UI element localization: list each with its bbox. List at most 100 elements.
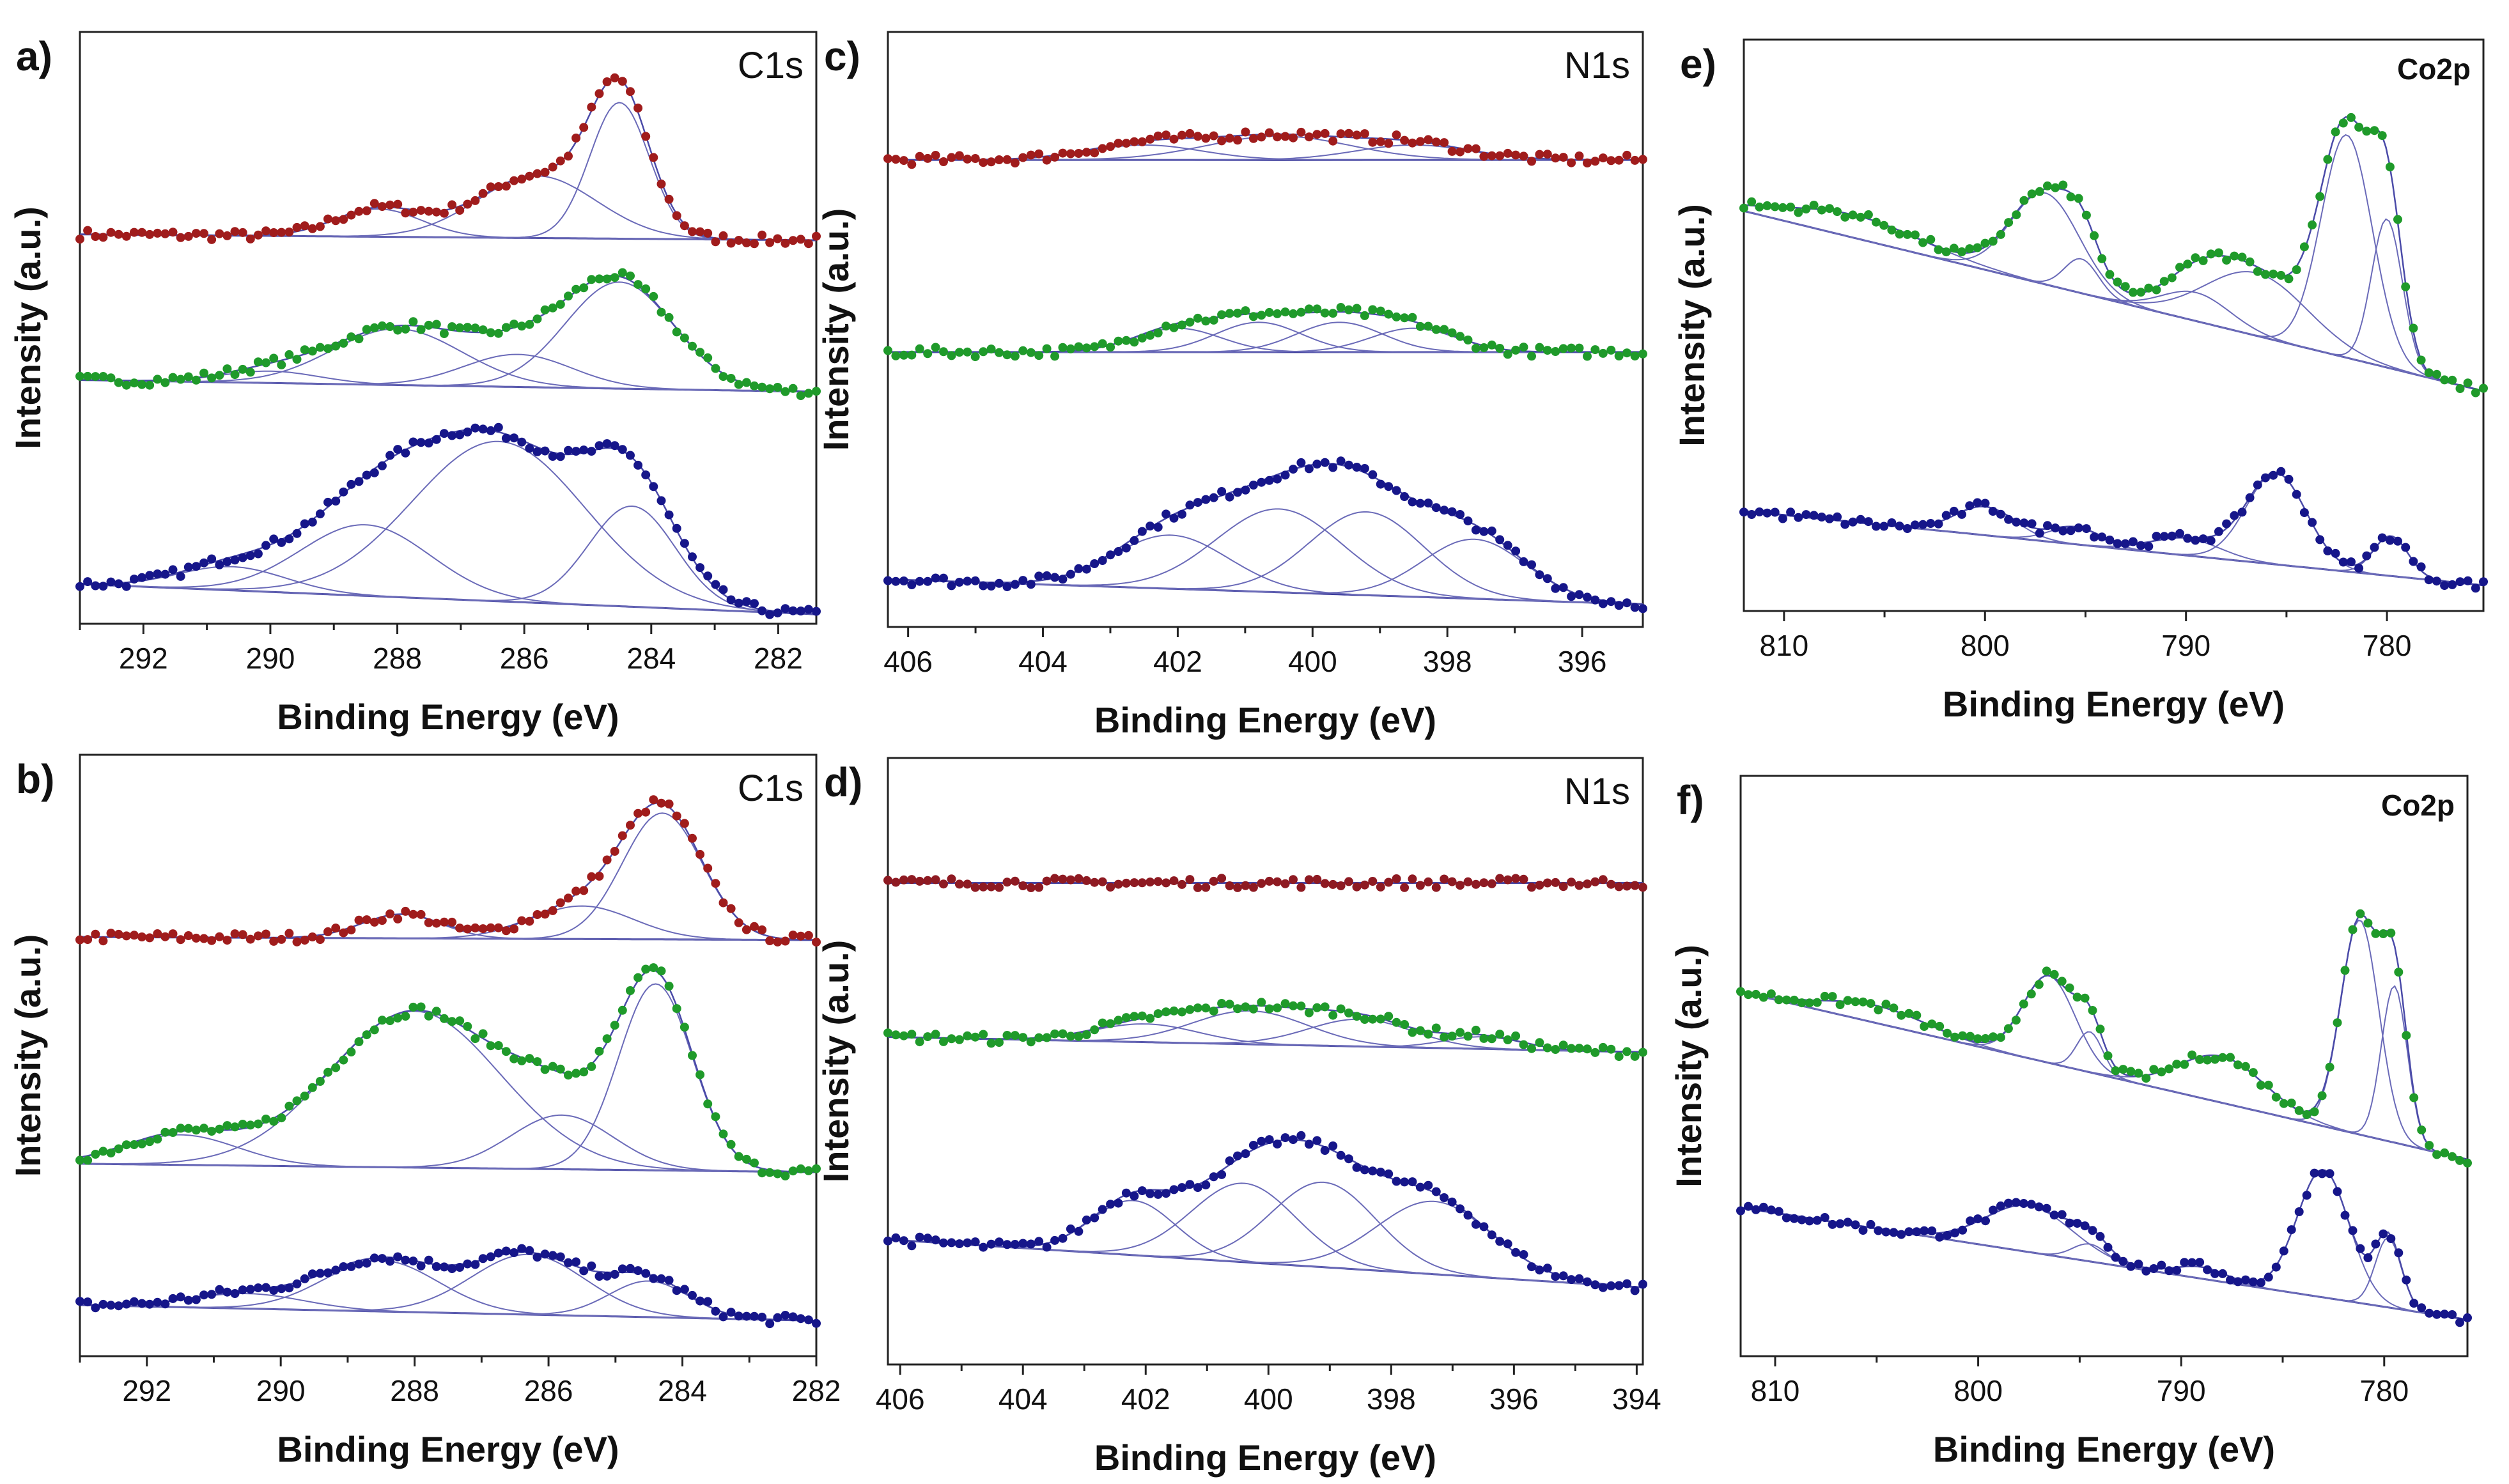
- data-point: [493, 422, 503, 432]
- data-point: [804, 1315, 813, 1325]
- data-point: [2317, 1169, 2327, 1179]
- data-point: [883, 346, 892, 355]
- data-point: [1344, 128, 1353, 138]
- data-point: [2248, 1068, 2258, 1078]
- x-tick-label: 406: [883, 645, 933, 678]
- data-point: [1805, 1216, 1814, 1226]
- data-point: [672, 211, 681, 220]
- data-point: [2183, 534, 2193, 543]
- data-point: [1943, 1231, 1952, 1240]
- data-point: [1774, 995, 1783, 1005]
- fit-component-curve: [1743, 210, 2484, 392]
- data-point: [688, 1051, 697, 1060]
- data-point: [284, 228, 294, 236]
- plot-frame: [1739, 775, 2469, 1357]
- data-point: [571, 134, 581, 143]
- data-point: [626, 87, 635, 97]
- data-point: [587, 447, 596, 456]
- data-point: [1066, 569, 1075, 579]
- data-point: [478, 924, 488, 934]
- data-point: [2284, 274, 2294, 284]
- data-point: [742, 925, 751, 934]
- data-point: [137, 1299, 146, 1308]
- data-point: [277, 228, 286, 237]
- data-point: [2191, 253, 2200, 263]
- x-tick-label: 286: [500, 642, 549, 675]
- data-point: [1248, 481, 1258, 490]
- data-point: [1567, 158, 1576, 167]
- spectrum-1: [1739, 467, 2488, 593]
- data-point: [2432, 369, 2441, 379]
- data-point: [137, 1139, 146, 1148]
- data-point: [979, 1030, 988, 1039]
- data-point: [2432, 576, 2441, 586]
- data-point: [2074, 523, 2083, 532]
- data-point: [664, 194, 674, 204]
- data-point: [1630, 881, 1640, 890]
- data-point: [1471, 879, 1480, 889]
- data-point: [215, 932, 224, 941]
- data-point: [439, 1262, 449, 1272]
- data-point: [1130, 1012, 1139, 1021]
- data-point: [176, 375, 185, 384]
- element-label: C1s: [738, 45, 804, 86]
- data-point: [947, 874, 956, 884]
- data-point: [618, 77, 627, 86]
- data-point: [2218, 1053, 2227, 1062]
- data-point: [137, 932, 146, 941]
- data-point: [269, 1286, 279, 1295]
- data-point: [688, 833, 697, 843]
- data-point: [649, 1274, 658, 1283]
- data-point: [2440, 581, 2450, 591]
- data-point: [1973, 243, 1982, 252]
- data-point: [1296, 1131, 1306, 1140]
- data-point: [91, 1303, 100, 1313]
- data-point: [915, 344, 924, 353]
- data-point: [1590, 877, 1600, 886]
- data-point: [2333, 1187, 2342, 1196]
- data-point: [300, 936, 309, 945]
- data-point: [1809, 511, 1819, 520]
- data-point: [501, 1047, 511, 1056]
- x-tick-label: 292: [122, 1374, 171, 1407]
- data-point: [899, 350, 908, 360]
- data-point: [1201, 1180, 1211, 1190]
- data-point: [610, 441, 619, 451]
- data-point: [907, 1241, 917, 1251]
- data-point: [1360, 311, 1369, 320]
- data-point: [323, 214, 332, 224]
- data-point: [1574, 590, 1584, 599]
- data-point: [883, 1028, 892, 1038]
- data-point: [1479, 878, 1489, 888]
- data-point: [424, 438, 433, 448]
- data-point: [2203, 1265, 2212, 1274]
- data-point: [1225, 1156, 1234, 1166]
- data-point: [1257, 132, 1266, 142]
- data-point: [176, 233, 185, 242]
- data-point: [1519, 343, 1528, 352]
- data-point: [2276, 270, 2286, 280]
- data-point: [633, 1266, 643, 1276]
- data-point: [1744, 1202, 1753, 1211]
- data-point: [641, 132, 651, 141]
- plot-frame: [79, 754, 818, 1357]
- data-point: [230, 555, 240, 565]
- x-tick-label: 800: [1961, 629, 2010, 662]
- data-point: [757, 382, 767, 392]
- data-point: [75, 371, 84, 381]
- data-point: [1487, 340, 1496, 350]
- data-point: [781, 238, 790, 248]
- data-point: [1177, 509, 1186, 519]
- data-point: [183, 1124, 193, 1133]
- data-point: [1352, 1163, 1362, 1172]
- data-point: [509, 433, 519, 443]
- data-point: [1817, 205, 1826, 215]
- data-point: [315, 222, 325, 231]
- data-point: [2222, 256, 2232, 265]
- data-point: [207, 235, 217, 244]
- data-point: [222, 1121, 232, 1131]
- data-point: [1328, 1010, 1338, 1020]
- data-point: [525, 1246, 534, 1255]
- data-point: [2463, 576, 2473, 585]
